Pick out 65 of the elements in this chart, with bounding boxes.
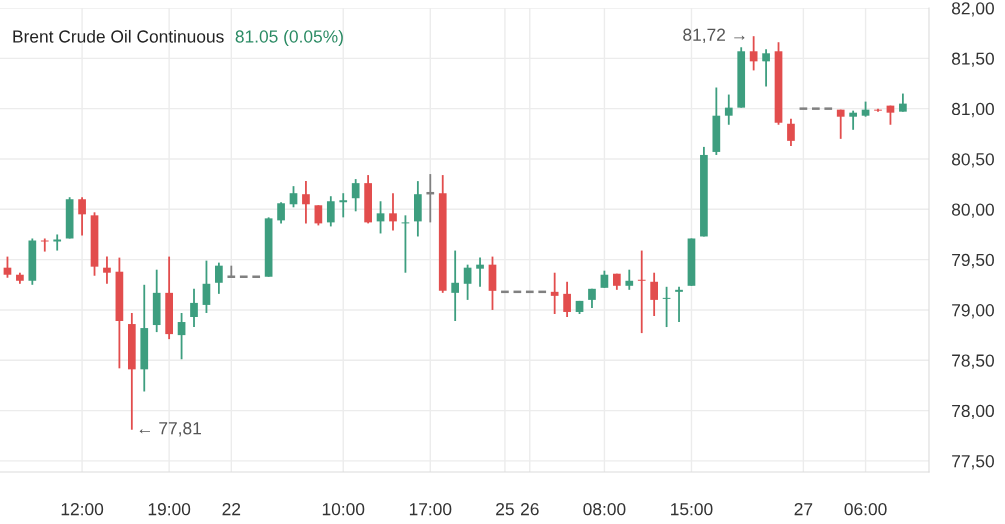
x-tick-label: 27 [794,503,813,516]
candlestick [202,259,211,314]
candlestick [326,195,335,228]
candlestick [177,312,186,361]
candlestick [339,192,348,219]
candlestick [40,237,49,253]
x-tick-label: 25 [496,503,514,516]
y-tick-label: 78,50 [952,354,994,369]
x-tick-label: 08:00 [583,503,626,516]
candlestick [724,93,733,126]
text: Brent Crude Oil Continuous [13,29,224,43]
candlestick [376,200,385,235]
candlestick [226,264,237,278]
y-tick-label: 81,50 [951,52,994,67]
x-tick-label: 06:00 [844,503,887,516]
candlestick [637,249,646,335]
candlestick [351,178,360,213]
candlestick [823,107,834,110]
candlestick [451,249,460,322]
candlestick [749,35,758,72]
candlestick [675,285,683,323]
y-tick-label: 79,50 [952,253,994,269]
candlestick [277,201,285,225]
y-tick-label: 79,00 [952,304,994,319]
x-tick-label: 10:00 [322,503,365,516]
y-tick-label: 80,00 [951,203,994,218]
y-tick-label: 77,50 [952,455,994,470]
candlestick [899,92,907,113]
candlestick [476,256,484,288]
candlestick [463,263,472,301]
candlestick [215,261,223,295]
candlestick [836,108,845,140]
y-tick-label: 82,00 [951,2,994,17]
annotation: ← 77,81 [139,422,201,437]
y-tick-label: 78,00 [952,404,994,420]
candlestick [550,271,559,315]
y-tick-label: 80,50 [951,153,994,168]
candlestick [625,268,634,291]
text: 81.05 (0.05%) [235,29,343,47]
candlestick [762,48,770,88]
candlestick [302,180,310,225]
candlestick [251,275,262,278]
candlestick [190,287,198,328]
candlestick [103,255,111,285]
candlestick [314,204,323,227]
candlestick [78,196,86,237]
candlestick [238,275,249,278]
candlestick [849,109,857,131]
candlestick [289,185,298,209]
x-tick-label: 19:00 [148,503,191,516]
candlestick [563,280,571,318]
candlestick [389,192,397,232]
x-tick-label: 26 [521,503,539,516]
x-tick-label: 12:00 [61,503,104,516]
x-tick-label: 22 [222,503,241,516]
y-tick-label: 81,00 [951,102,994,118]
candlestick [650,271,659,317]
annotation: 81,72 → [683,28,745,43]
x-tick-label: 17:00 [409,503,452,516]
candlestick [810,107,821,110]
candlestick [787,117,795,147]
candlestick [798,107,809,110]
x-tick-label: 15:00 [671,503,713,516]
candlestick [53,233,62,252]
candlestick [3,255,12,279]
